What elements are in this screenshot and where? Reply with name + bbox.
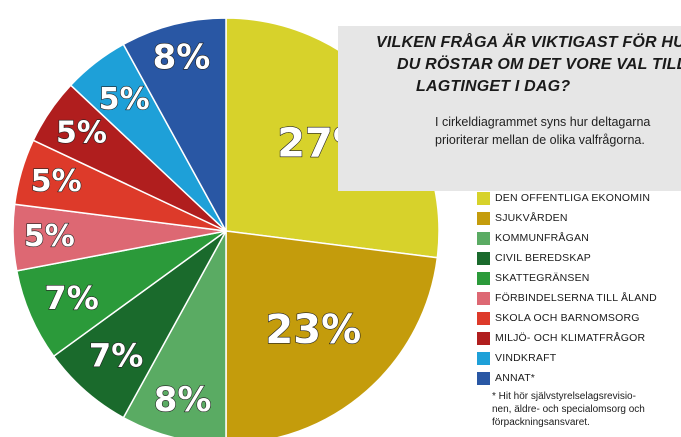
legend-swatch <box>477 351 490 365</box>
legend-item: CIVIL BEREDSKAP <box>477 248 657 268</box>
legend: DEN OFFENTLIGA EKONOMIN SJUKVÅRDEN KOMMUNF… <box>477 188 657 388</box>
footnote: * Hit hör självstyrelselagsrevisio- nen,… <box>492 390 645 429</box>
footnote-line-1: * Hit hör självstyrelselagsrevisio- <box>492 391 636 402</box>
pie-slice-2 <box>225 230 439 437</box>
legend-item: DEN OFFENTLIGA EKONOMIN <box>477 188 657 208</box>
chart-title-line-3: LAGTINGET I DAG? <box>416 78 571 95</box>
legend-item: ANNAT* <box>477 368 657 388</box>
slice-label-3: 8% <box>154 380 212 420</box>
slice-label-10: 8% <box>153 38 211 78</box>
legend-swatch <box>477 331 490 345</box>
legend-label: CIVIL BEREDSKAP <box>495 252 591 264</box>
legend-item: VINDKRAFT <box>477 348 657 368</box>
subtitle-line-2: prioriterar mellan de olika valfrågorna. <box>435 133 645 147</box>
legend-swatch <box>477 231 490 245</box>
legend-swatch <box>477 371 490 385</box>
legend-label: FÖRBINDELSERNA TILL ÅLAND <box>495 292 657 304</box>
slice-label-9: 5% <box>99 82 150 117</box>
legend-swatch <box>477 291 490 305</box>
legend-swatch <box>477 311 490 325</box>
legend-swatch <box>477 271 490 285</box>
legend-label: KOMMUNFRÅGAN <box>495 232 589 244</box>
slice-label-8: 5% <box>56 115 107 150</box>
legend-item: SKATTEGRÄNSEN <box>477 268 657 288</box>
legend-swatch <box>477 191 490 205</box>
legend-swatch <box>477 211 490 225</box>
slice-label-6: 5% <box>24 219 75 254</box>
pie-slice-3 <box>122 230 227 437</box>
slice-label-5: 7% <box>44 279 98 317</box>
legend-label: SKOLA OCH BARNOMSORG <box>495 312 640 324</box>
legend-item: MILJÖ- OCH KLIMATFRÅGOR <box>477 328 657 348</box>
slice-label-7: 5% <box>31 164 82 199</box>
title-box: VILKEN FRÅGA ÄR VIKTIGAST FÖR HUR DU RÖS… <box>338 26 681 191</box>
legend-item: FÖRBINDELSERNA TILL ÅLAND <box>477 288 657 308</box>
legend-label: VINDKRAFT <box>495 352 557 364</box>
legend-label: SJUKVÅRDEN <box>495 212 568 224</box>
legend-label: ANNAT* <box>495 372 536 384</box>
footnote-line-3: förpackningsansvaret. <box>492 417 590 428</box>
legend-item: KOMMUNFRÅGAN <box>477 228 657 248</box>
chart-title-line-1: VILKEN FRÅGA ÄR VIKTIGAST FÖR HUR <box>376 34 681 51</box>
legend-swatch <box>477 251 490 265</box>
legend-item: SKOLA OCH BARNOMSORG <box>477 308 657 328</box>
legend-label: SKATTEGRÄNSEN <box>495 272 590 284</box>
legend-label: DEN OFFENTLIGA EKONOMIN <box>495 192 651 204</box>
legend-item: SJUKVÅRDEN <box>477 208 657 228</box>
slice-label-2: 23% <box>265 307 361 353</box>
subtitle-line-1: I cirkeldiagrammet syns hur deltagarna <box>435 115 651 129</box>
chart-title-line-2: DU RÖSTAR OM DET VORE VAL TILL <box>397 56 681 73</box>
legend-label: MILJÖ- OCH KLIMATFRÅGOR <box>495 332 646 344</box>
slice-label-4: 7% <box>89 337 143 375</box>
footnote-line-2: nen, äldre- och specialomsorg och <box>492 404 645 415</box>
pie-slice-10 <box>122 17 227 232</box>
